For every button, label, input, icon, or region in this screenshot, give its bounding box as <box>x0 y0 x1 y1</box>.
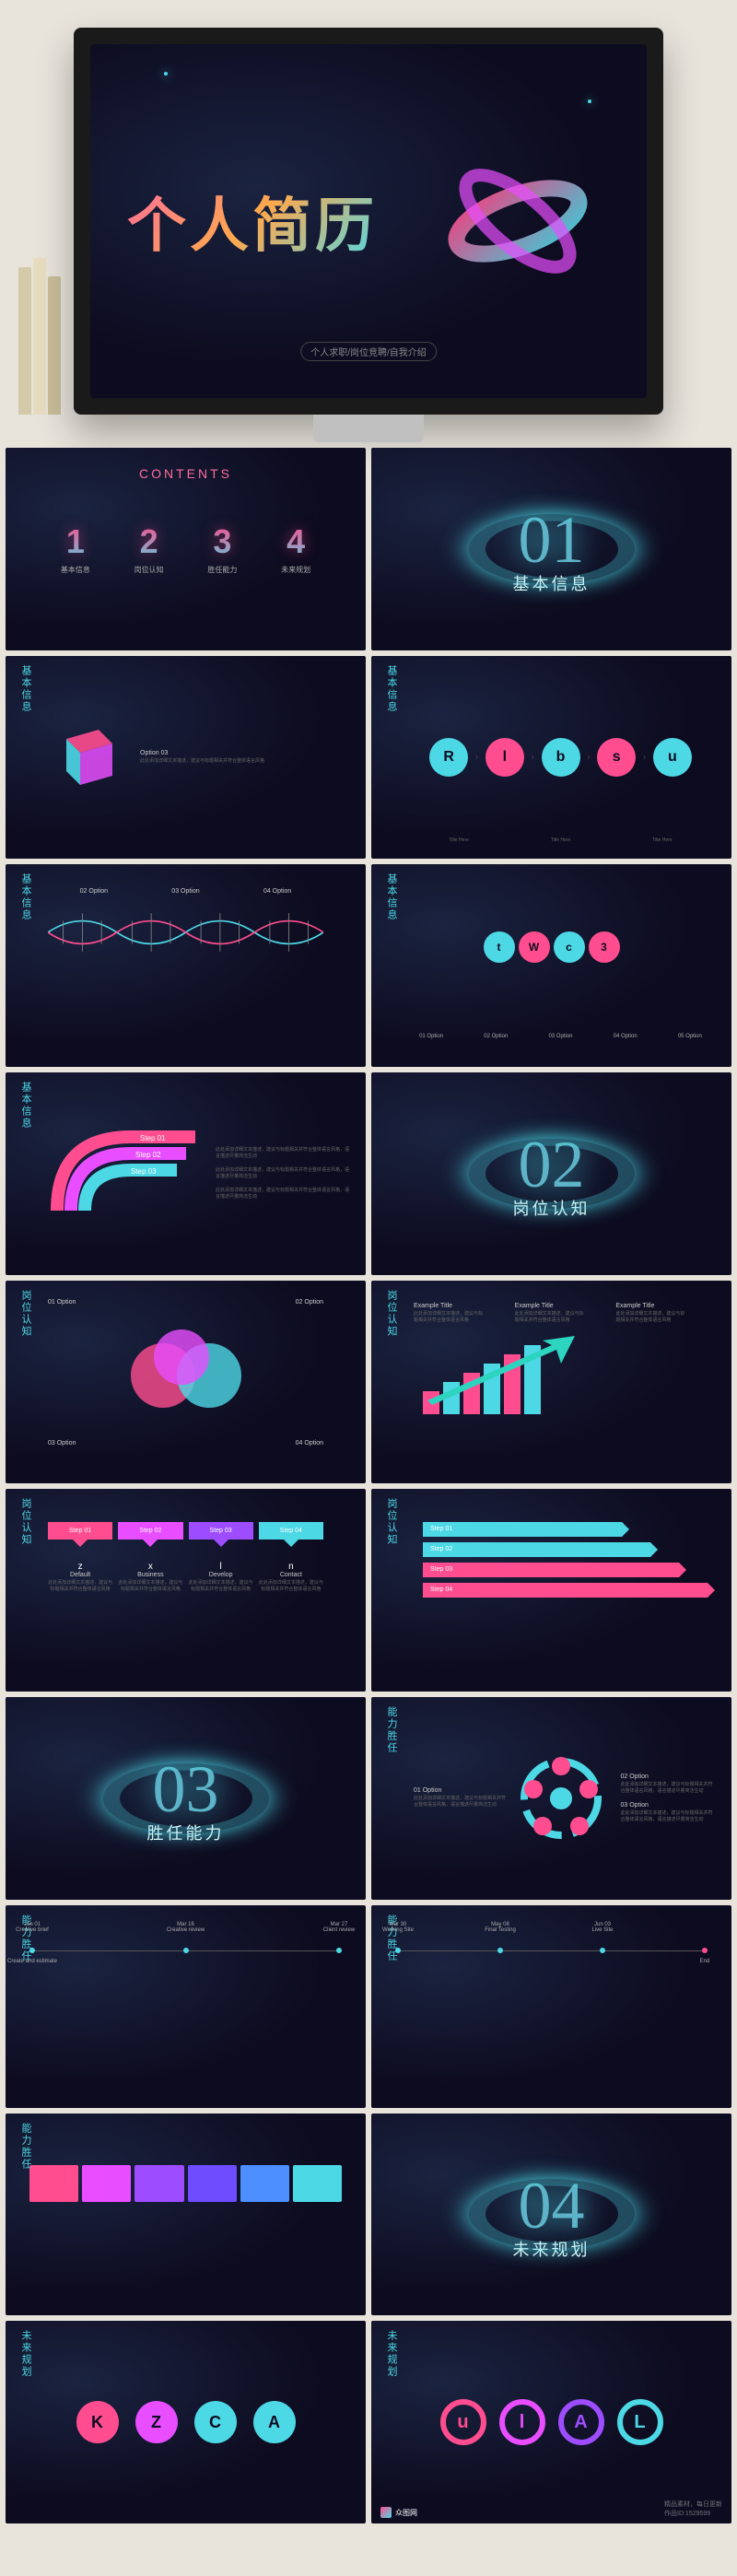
brand-watermark: 众图网 <box>380 2507 417 2518</box>
timeline-end: End <box>702 1948 708 1953</box>
slide-label: 基本信息 <box>384 665 399 713</box>
slide-outline-circles: 未来规划 u l A L 众图网 精品素材，每日更新作品ID:1529599 <box>371 2321 731 2523</box>
slide-label: 基本信息 <box>384 873 399 921</box>
slide-label: 未来规划 <box>384 2330 399 2378</box>
toc-item: 3胜任能力 <box>207 522 237 575</box>
slide-label: 岗位认知 <box>384 1290 399 1338</box>
slide-dna-wave: 基本信息 02 Option03 Option04 Option <box>6 864 366 1067</box>
slide-label: 基本信息 <box>18 1082 33 1130</box>
step-box: Step 03 <box>189 1522 253 1540</box>
brand-icon <box>380 2507 392 2518</box>
h-arrow: Step 03 <box>423 1563 679 1577</box>
toc-item: 4未来规划 <box>281 522 310 575</box>
slide-venn: 岗位认知 01 Option02 Option 03 Option04 Opti… <box>6 1281 366 1483</box>
h-arrow: Step 04 <box>423 1583 708 1598</box>
contents-heading: CONTENTS <box>139 466 232 481</box>
slide-label: 能力胜任 <box>384 1706 399 1754</box>
option-title: Option 03 <box>140 750 351 756</box>
svg-text:Step 03: Step 03 <box>131 1167 157 1176</box>
outline-circle: u <box>440 2399 486 2445</box>
venn-diagram <box>122 1329 251 1422</box>
outline-circle: L <box>617 2399 663 2445</box>
slide-letter-circles: 基本信息 R › l › b › s › u Title Here Title … <box>371 656 731 859</box>
slide-bar-arrow: 岗位认知 Example Title此处添加详细文本描述，建议与标题相关并符合整… <box>371 1281 731 1483</box>
curved-arrows: Step 01 Step 02 Step 03 <box>48 1118 205 1229</box>
timeline-node: Mar 16Creative review <box>183 1948 189 1953</box>
slide-section-01: 01 基本信息 <box>371 448 731 650</box>
slide-section-02: 02 岗位认知 <box>371 1072 731 1275</box>
gradient-bars <box>29 2165 342 2202</box>
slide-label: 基本信息 <box>18 665 33 713</box>
trend-arrow <box>423 1331 607 1414</box>
timeline-node: Jun 03Live Site <box>600 1948 605 1953</box>
slide-horizontal-arrows: 岗位认知 Step 01 Step 02 Step 03 Step 04 <box>371 1489 731 1692</box>
title-slide: 个人简历 个人求职/岗位竞聘/自我介绍 <box>90 44 647 398</box>
slide-section-03: 03 胜任能力 <box>6 1697 366 1900</box>
slides-grid: CONTENTS 1基本信息 2岗位认知 3胜任能力 4未来规划 01 基本信息… <box>0 442 737 2529</box>
slide-cube: 基本信息 Option 03 此处添加详细文本描述，建议与标题相关并符合整体语言… <box>6 656 366 859</box>
step-box: Step 02 <box>118 1522 182 1540</box>
outline-circle: A <box>558 2399 604 2445</box>
small-circle: 3 <box>589 931 620 963</box>
slide-label: 基本信息 <box>18 873 33 921</box>
slide-label: 岗位认知 <box>384 1498 399 1546</box>
title-here: Title Here <box>551 837 571 844</box>
slide-contents: CONTENTS 1基本信息 2岗位认知 3胜任能力 4未来规划 <box>6 448 366 650</box>
toc-item: 2岗位认知 <box>135 522 164 575</box>
slide-label: 岗位认知 <box>18 1290 33 1338</box>
svg-text:Step 02: Step 02 <box>135 1151 161 1159</box>
h-arrow: Step 01 <box>423 1522 622 1537</box>
books-decoration <box>18 249 74 415</box>
ring-graphic <box>426 129 610 313</box>
slide-small-circles: 基本信息 t W c 3 01 Option02 Option03 Option… <box>371 864 731 1067</box>
timeline-node: Mar 30Working Site <box>395 1948 401 1953</box>
letter-circle: R <box>429 738 468 777</box>
subtitle-pill: 个人求职/岗位竞聘/自我介绍 <box>300 342 437 361</box>
dna-wave-graphic <box>20 900 351 965</box>
slide-letter-badges: 未来规划 K Z C A <box>6 2321 366 2523</box>
letter-badge: K <box>76 2401 119 2443</box>
timeline-node: Mar 27Client review <box>336 1948 342 1953</box>
svg-text:Step 01: Step 01 <box>140 1134 166 1142</box>
small-circle: t <box>484 931 515 963</box>
slide-color-bars: 能力胜任 <box>6 2113 366 2316</box>
slide-label: 能力胜任 <box>18 2123 33 2171</box>
slide-curved-steps: 基本信息 Step 01 Step 02 Step 03 此处添加详细文本描述，… <box>6 1072 366 1275</box>
small-circle: c <box>554 931 585 963</box>
cube-graphic <box>48 720 122 794</box>
slide-label: 未来规划 <box>18 2330 33 2378</box>
letter-badge: A <box>253 2401 296 2443</box>
slide-label: 岗位认知 <box>18 1498 33 1546</box>
slide-timeline-2: 能力胜任 Mar 30Working Site May 08Final Test… <box>371 1905 731 2108</box>
slide-radial-hub: 能力胜任 01 Option此处添加详细文本描述，建议与标题相关并符合整体语言风… <box>371 1697 731 1900</box>
slide-step-pentagons: 岗位认知 Step 01 Step 02 Step 03 Step 04 zDe… <box>6 1489 366 1692</box>
outline-circle: l <box>499 2399 545 2445</box>
watermark-text: 精品素材，每日更新作品ID:1529599 <box>664 2500 722 2518</box>
h-arrow: Step 02 <box>423 1542 650 1557</box>
slide-section-04: 04 未来规划 <box>371 2113 731 2316</box>
timeline-node: Jan 01Creative briefCreate and estimate <box>29 1948 35 1953</box>
letter-circle: u <box>653 738 692 777</box>
hero-monitor-mockup: 个人简历 个人求职/岗位竞聘/自我介绍 <box>0 0 737 442</box>
hub-graphic <box>510 1748 612 1849</box>
letter-circle: b <box>542 738 580 777</box>
toc-item: 1基本信息 <box>61 522 90 575</box>
title-here: Title Here <box>449 837 469 844</box>
step-box: Step 04 <box>259 1522 323 1540</box>
option-desc: 此处添加详细文本描述，建议与标题相关并符合整体语言风格 <box>140 758 351 765</box>
timeline-node: May 08Final Testing <box>497 1948 503 1953</box>
main-title: 个人简历 <box>127 179 378 263</box>
step-box: Step 01 <box>48 1522 112 1540</box>
letter-circle: s <box>597 738 636 777</box>
letter-badge: Z <box>135 2401 178 2443</box>
title-here: Title Here <box>652 837 673 844</box>
letter-badge: C <box>194 2401 237 2443</box>
small-circle: W <box>519 931 550 963</box>
monitor-frame: 个人简历 个人求职/岗位竞聘/自我介绍 <box>74 28 663 415</box>
slide-timeline-1: 能力胜任 Jan 01Creative briefCreate and esti… <box>6 1905 366 2108</box>
letter-circle: l <box>485 738 524 777</box>
